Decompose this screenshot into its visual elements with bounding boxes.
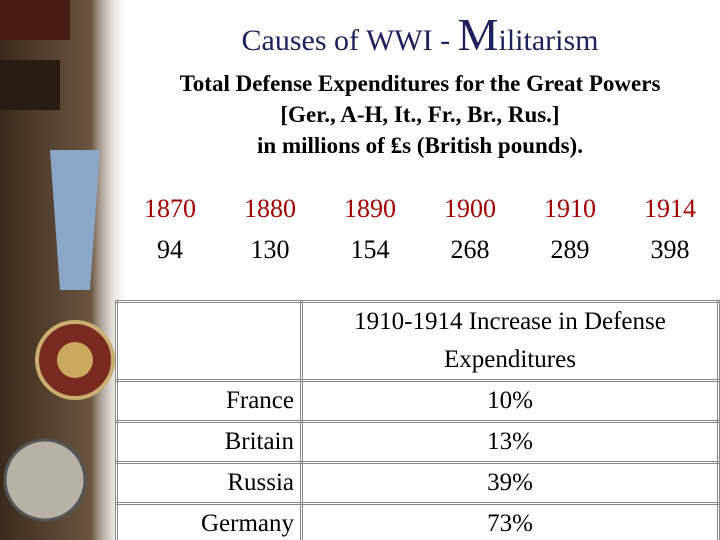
subtitle-line: Total Defense Expenditures for the Great… [179,71,661,96]
table-row: Britain 13% [115,420,720,464]
amounts-row: 94 130 154 268 289 398 [120,235,720,265]
year: 1890 [344,194,396,223]
increase-table: 1910-1914 Increase in Defense Expenditur… [115,300,720,540]
subtitle: Total Defense Expenditures for the Great… [120,68,720,161]
country: Britain [115,420,303,464]
subtitle-line: in millions of ₤s (British pounds). [257,133,583,158]
title-word: Militarism [457,9,599,60]
year: 1900 [444,194,496,223]
year: 1910 [544,194,596,223]
country: Russia [115,461,303,505]
header-row: 1910-1914 Increase in Defense Expenditur… [115,300,720,382]
amount: 289 [550,235,590,264]
decoration [0,0,130,540]
increase: 10% [300,379,720,423]
amount: 154 [350,235,390,264]
title: Causes of WWI - Militarism [120,8,720,61]
increase: 13% [300,420,720,464]
header-cell: 1910-1914 Increase in Defense Expenditur… [300,300,720,382]
amount: 268 [450,235,490,264]
year: 1914 [644,194,696,223]
year: 1870 [144,194,196,223]
year: 1880 [244,194,296,223]
table-row: France 10% [115,379,720,423]
title-lead: Causes of WWI - [241,24,458,57]
increase: 39% [300,461,720,505]
subtitle-line: [Ger., A-H, It., Fr., Br., Rus.] [280,102,560,127]
table-row: Germany 73% [115,502,720,540]
country: Germany [115,502,303,540]
table-row: Russia 39% [115,461,720,505]
increase: 73% [300,502,720,540]
amount: 94 [157,235,183,264]
years-row: 1870 1880 1890 1900 1910 1914 [120,194,720,224]
empty-cell [115,300,303,382]
country: France [115,379,303,423]
amount: 398 [650,235,690,264]
amount: 130 [250,235,290,264]
